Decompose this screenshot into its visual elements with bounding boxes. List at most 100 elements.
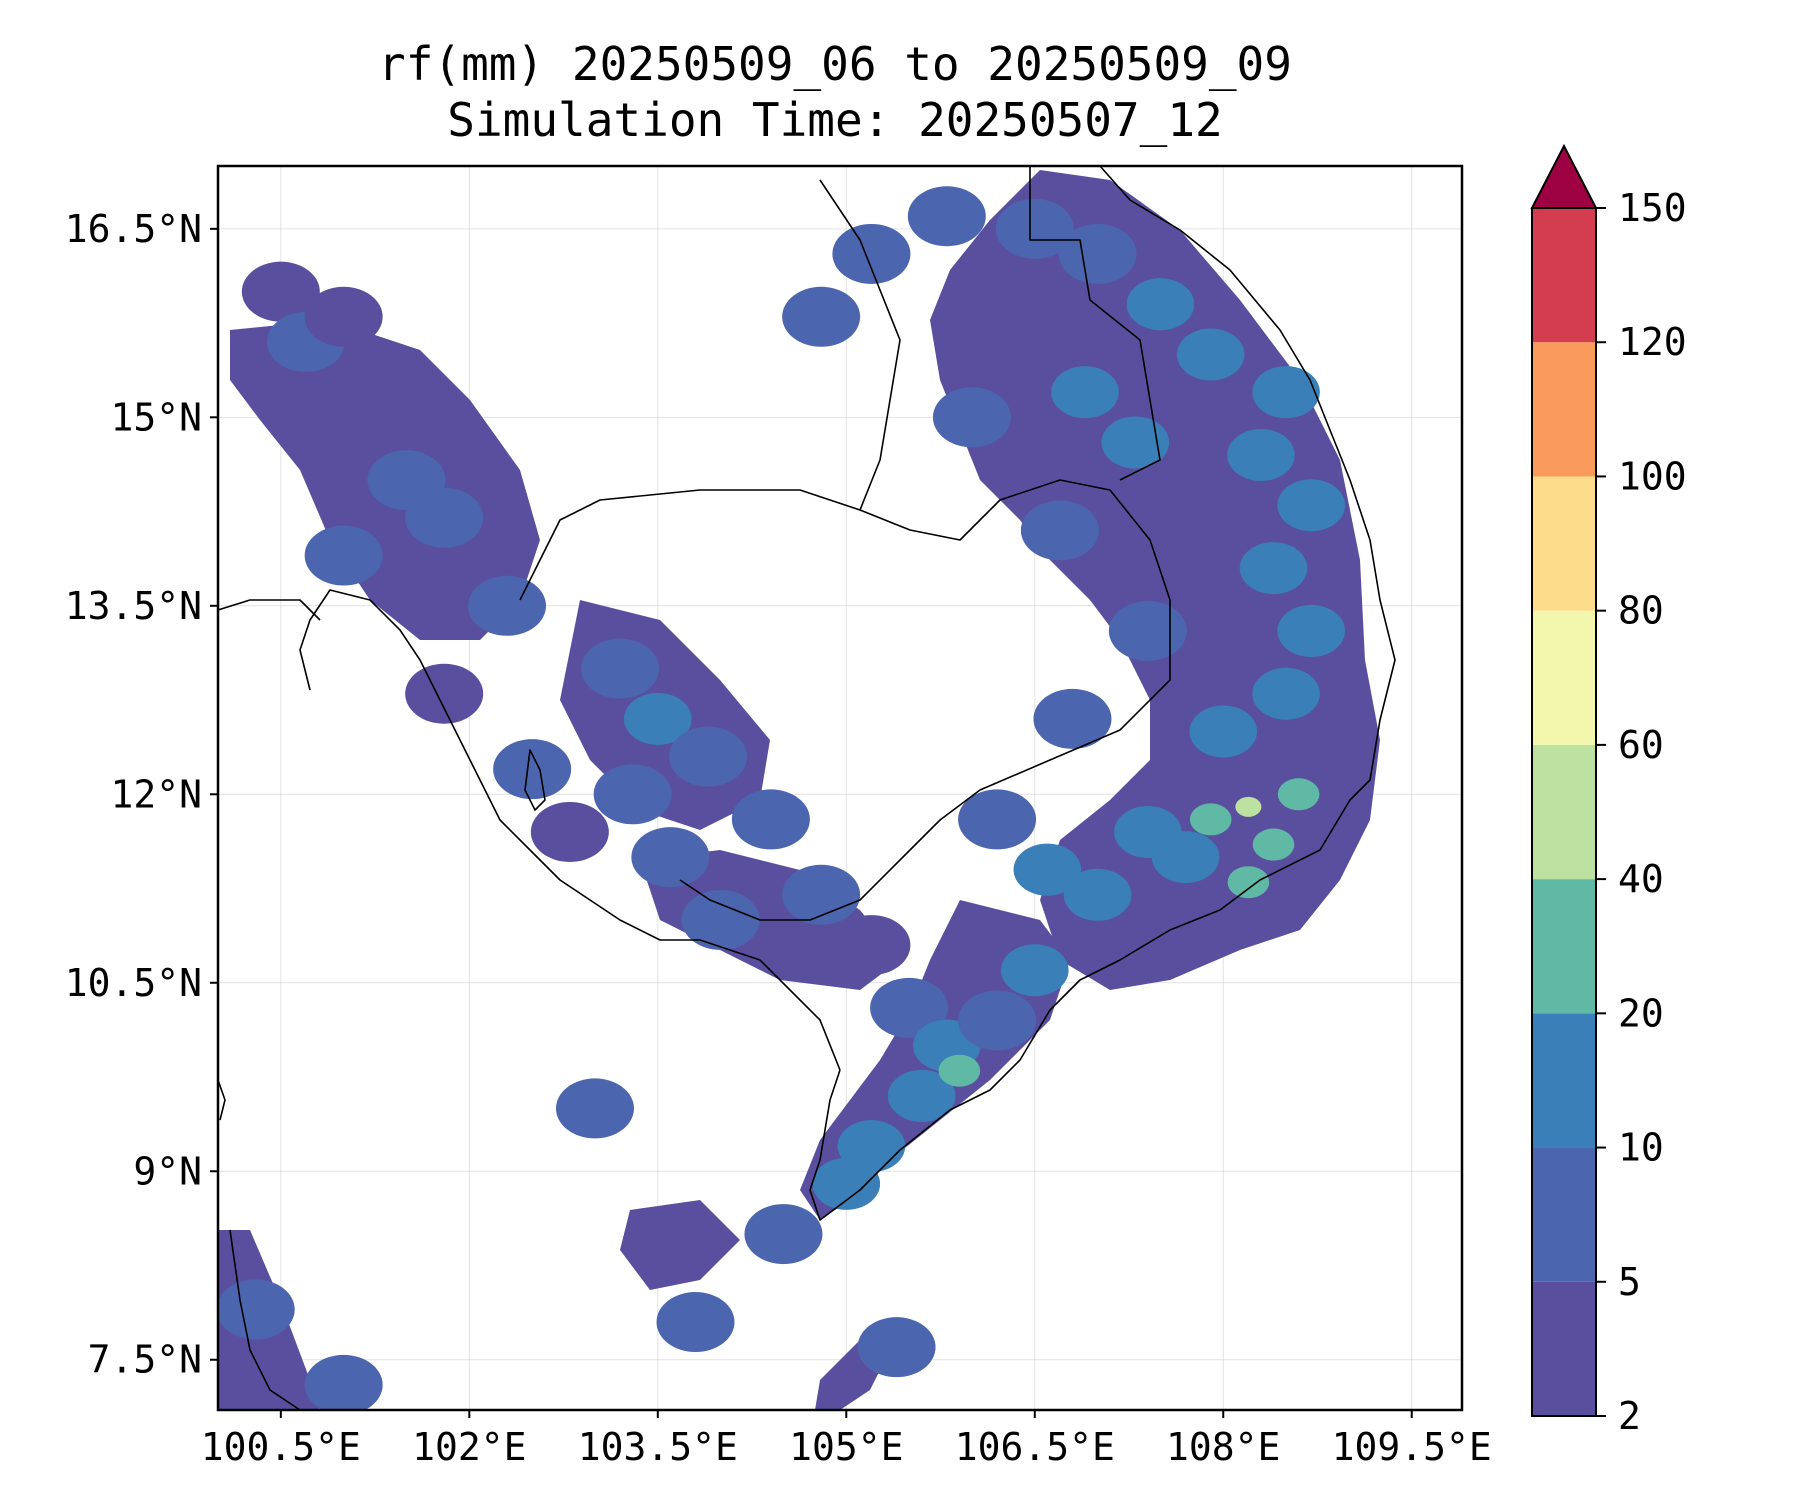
y-tick-label-5: 9°N [133,1149,202,1193]
rain-cell-24 [938,1054,981,1087]
rain-cell-30 [1151,831,1220,884]
rain-cell-42 [1252,366,1320,419]
colorbar-label-6: 80 [1618,589,1664,633]
rain-cell-43 [1176,328,1245,381]
rain-cell-59 [656,1292,735,1353]
rain-cell-26 [1000,944,1069,997]
x-tick-label-1: 102°E [412,1425,526,1469]
colorbar-label-8: 120 [1618,320,1687,364]
rain-cell-49 [782,286,861,347]
rain-cell-57 [555,1078,634,1139]
colorbar-label-7: 100 [1618,454,1687,498]
island-phu-quoc [524,749,546,811]
rain-cell-44 [1126,278,1195,331]
rain-cell-8 [493,739,572,800]
rain-cell-48 [832,223,911,284]
colorbar-segment-5 [1532,610,1596,745]
y-tick-label-6: 7.5°N [88,1338,202,1382]
map-title-line2: Simulation Time: 20250507_12 [447,93,1222,147]
rain-cell-25 [958,990,1037,1051]
colorbar-label-0: 2 [1618,1394,1641,1438]
rain-cell-34 [1277,778,1320,811]
x-tick-label-4: 106.5°E [955,1425,1115,1469]
rain-cell-38 [1277,604,1346,657]
map-frame [216,164,1464,1412]
rain-cell-7 [405,663,484,724]
colorbar-label-9: 150 [1618,186,1687,230]
colorbar-segment-2 [1532,1013,1596,1148]
colorbar-frame [1531,207,1597,1417]
rain-cell-55 [1033,688,1112,749]
colorbar-label-1: 5 [1618,1260,1641,1304]
rain-cell-33 [1252,828,1295,861]
colorbar-segment-7 [1532,342,1596,477]
rain-cell-23 [812,1157,881,1210]
x-tick-label-5: 108°E [1166,1425,1280,1469]
colorbar-label-5: 60 [1618,723,1664,767]
rain-cell-61 [218,1279,295,1340]
x-tick-label-3: 105°E [789,1425,903,1469]
rain-cell-52 [1101,416,1170,469]
rain-cell-5 [405,487,484,548]
colorbar-extend-arrow [1530,143,1598,209]
rain-cell-54 [1108,600,1187,661]
coastline-gulf-of-thailand [299,589,841,1071]
map-title-line1: rf(mm) 20250509_06 to 20250509_09 [378,37,1292,91]
rain-cell-21 [887,1069,956,1122]
x-axis: 100.5°E 102°E 103.5°E 105°E 106.5°E 108°E 109.… [201,1410,1492,1469]
rain-cell-16 [731,789,810,850]
x-tick-label-6: 109.5°E [1332,1425,1492,1469]
y-tick-label-1: 15°N [110,395,202,439]
y-tick-label-0: 16.5°N [65,207,202,251]
rain-cell-35 [1227,866,1270,899]
border-laos [819,166,1161,511]
x-tick-label-2: 103.5°E [578,1425,738,1469]
colorbar-segment-4 [1532,744,1596,880]
coastline-vietnam [809,166,1396,1221]
rain-cell-62 [304,1354,383,1410]
rain-cell-11 [623,692,692,745]
rain-cell-46 [995,198,1074,259]
rain-cell-37 [1252,667,1320,720]
colorbar-segment-1 [1532,1147,1596,1282]
colorbar: 2 5 10 20 40 60 80 100 120 150 [1530,143,1687,1438]
coastline-malay-peninsula [218,1079,301,1410]
rain-cell-53 [1020,500,1099,561]
rain-cell-4 [304,525,383,586]
rain-cell-13 [593,764,672,825]
rain-cell-36 [1189,705,1258,758]
rain-cell-12 [669,726,748,787]
rain-cell-9 [530,801,609,862]
rain-cell-58 [744,1204,823,1265]
x-tick-label-0: 100.5°E [201,1425,361,1469]
rain-cell-27 [1013,843,1082,896]
rain-cell-31 [1189,803,1232,836]
rain-cell-15 [681,889,760,950]
rain-cell-0 [241,261,320,322]
rain-cells [218,186,1346,1410]
map-panel [216,164,1464,1412]
y-tick-label-3: 12°N [110,772,202,816]
rain-cell-51 [1051,366,1119,419]
rain-cell-40 [1277,479,1346,532]
rain-cell-2 [304,286,383,347]
rain-cell-19 [870,977,949,1038]
rain-cell-18 [832,915,911,976]
rain-cell-39 [1239,542,1308,595]
colorbar-label-4: 40 [1618,857,1664,901]
rain-cell-6 [468,575,547,636]
rainfall-field [218,170,1380,1410]
rain-cell-41 [1227,429,1295,482]
rain-cell-32 [1235,796,1262,817]
rain-cell-10 [581,638,660,699]
rain-cell-14 [631,827,710,888]
y-tick-label-2: 13.5°N [65,584,202,628]
border-thailand-west [218,599,321,621]
rain-band-gulf [620,1200,740,1290]
rain-cell-50 [932,387,1011,448]
rain-cell-45 [1058,223,1137,284]
rain-cell-47 [907,186,986,247]
rain-cell-60 [857,1317,936,1378]
colorbar-label-2: 10 [1618,1126,1664,1170]
